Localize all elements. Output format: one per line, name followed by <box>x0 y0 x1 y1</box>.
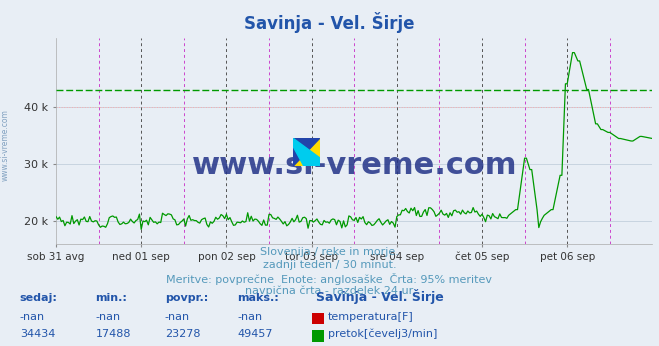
Text: povpr.:: povpr.: <box>165 293 208 303</box>
Text: Savinja - Vel. Širje: Savinja - Vel. Širje <box>244 12 415 33</box>
Polygon shape <box>293 138 320 166</box>
Text: www.si-vreme.com: www.si-vreme.com <box>192 151 517 180</box>
Text: 49457: 49457 <box>237 329 273 339</box>
Polygon shape <box>293 138 320 166</box>
Polygon shape <box>293 138 320 166</box>
Text: -nan: -nan <box>96 312 121 322</box>
Text: -nan: -nan <box>20 312 45 322</box>
Text: pretok[čevelj3/min]: pretok[čevelj3/min] <box>328 329 438 339</box>
Text: -nan: -nan <box>165 312 190 322</box>
Text: zadnji teden / 30 minut.: zadnji teden / 30 minut. <box>263 260 396 270</box>
Text: maks.:: maks.: <box>237 293 279 303</box>
Text: 34434: 34434 <box>20 329 55 339</box>
Text: 17488: 17488 <box>96 329 131 339</box>
Text: min.:: min.: <box>96 293 127 303</box>
Text: Savinja - Vel. Širje: Savinja - Vel. Širje <box>316 289 444 304</box>
Text: temperatura[F]: temperatura[F] <box>328 312 414 322</box>
Text: -nan: -nan <box>237 312 262 322</box>
Text: 23278: 23278 <box>165 329 200 339</box>
Text: www.si-vreme.com: www.si-vreme.com <box>1 109 10 181</box>
Text: Slovenija / reke in morje.: Slovenija / reke in morje. <box>260 247 399 257</box>
Text: Meritve: povprečne  Enote: anglosaške  Črta: 95% meritev: Meritve: povprečne Enote: anglosaške Črt… <box>167 273 492 285</box>
Text: navpična črta - razdelek 24 ur: navpična črta - razdelek 24 ur <box>245 286 414 296</box>
Text: sedaj:: sedaj: <box>20 293 57 303</box>
